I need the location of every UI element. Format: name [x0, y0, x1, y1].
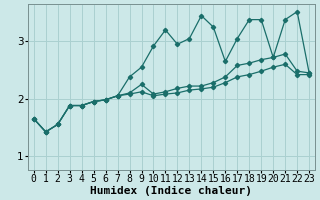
X-axis label: Humidex (Indice chaleur): Humidex (Indice chaleur): [91, 186, 252, 196]
